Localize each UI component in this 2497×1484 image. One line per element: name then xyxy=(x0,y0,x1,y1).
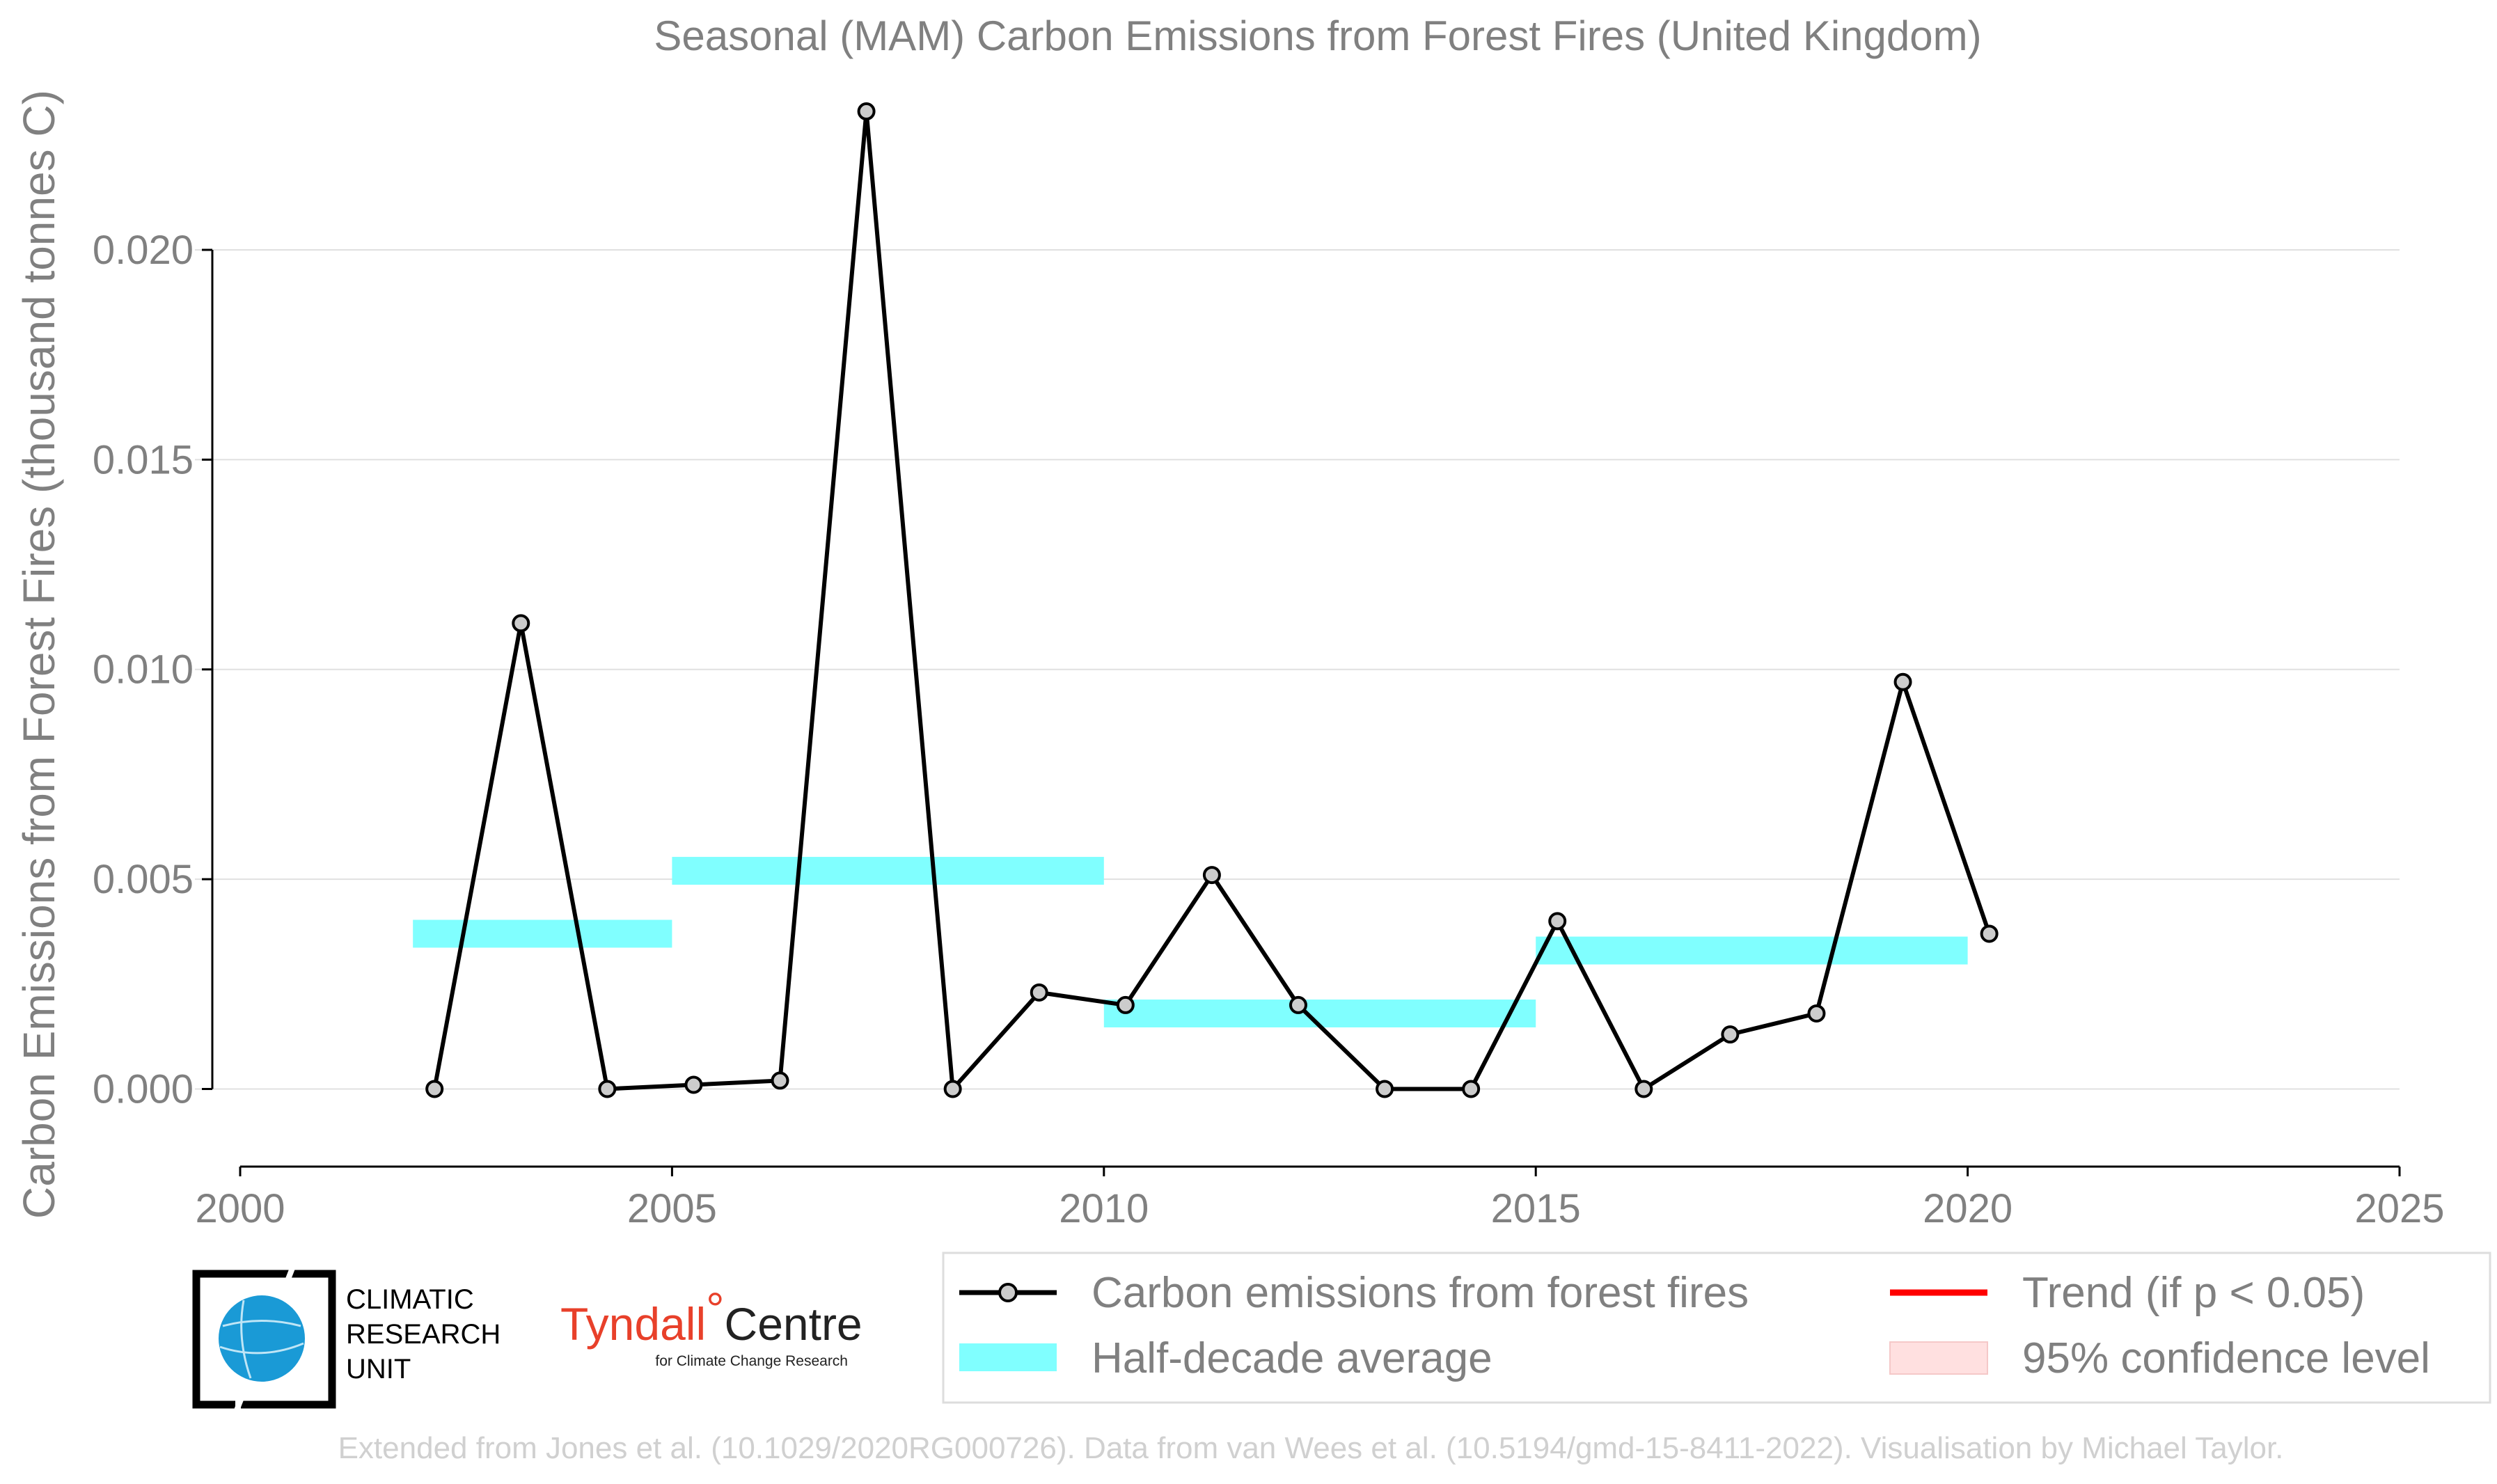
tyndall-wordmark: Tyndall°Centre xyxy=(560,1283,862,1350)
tyndall-logo: Tyndall°Centre for Climate Change Resear… xyxy=(560,1283,862,1369)
x-tick-label-3: 2015 xyxy=(1491,1186,1581,1231)
data-point-12 xyxy=(1462,1080,1481,1098)
data-point-15 xyxy=(1721,1025,1740,1044)
data-point-1 xyxy=(512,614,530,633)
legend-label-emissions: Carbon emissions from forest fires xyxy=(1092,1269,1749,1317)
cru-line-3: UNIT xyxy=(346,1354,411,1384)
data-point-6 xyxy=(943,1080,962,1098)
half-decade-average-bands xyxy=(413,857,1968,1027)
half-decade-band-0 xyxy=(413,919,672,948)
tyndall-subtitle: for Climate Change Research xyxy=(655,1353,848,1369)
data-point-4 xyxy=(771,1071,789,1090)
data-point-17 xyxy=(1893,672,1912,691)
data-point-9 xyxy=(1202,866,1221,885)
y-tick-label-4: 0.020 xyxy=(93,228,194,273)
x-tick-label-1: 2005 xyxy=(627,1186,717,1231)
y-tick-label-0: 0.000 xyxy=(93,1066,194,1112)
legend-label-confidence: 95% confidence level xyxy=(2022,1334,2430,1382)
data-point-13 xyxy=(1548,912,1567,931)
y-tick-label-2: 0.010 xyxy=(93,647,194,693)
y-axis-ticks: 0.000 0.005 0.010 0.015 0.020 xyxy=(93,228,212,1112)
legend-confidence-swatch xyxy=(1889,1341,1988,1375)
y-tick-label-3: 0.015 xyxy=(93,437,194,482)
half-decade-band-3 xyxy=(1536,936,1968,965)
legend-label-trend: Trend (if p < 0.05) xyxy=(2022,1269,2365,1317)
x-tick-label-2: 2010 xyxy=(1059,1186,1149,1231)
data-point-10 xyxy=(1289,995,1307,1014)
data-point-0 xyxy=(425,1080,444,1098)
legend-label-half-decade: Half-decade average xyxy=(1092,1334,1492,1382)
grid-lines xyxy=(195,248,2400,1090)
emissions-series xyxy=(425,102,1999,1098)
half-decade-band-1 xyxy=(672,857,1104,885)
data-point-16 xyxy=(1807,1004,1826,1023)
x-tick-label-0: 2000 xyxy=(195,1186,285,1231)
y-axis-label: Carbon Emissions from Forest Fires (thou… xyxy=(14,90,64,1219)
credit-text: Extended from Jones et al. (10.1029/2020… xyxy=(338,1431,2284,1465)
chart-title: Seasonal (MAM) Carbon Emissions from For… xyxy=(654,13,1981,59)
data-point-8 xyxy=(1116,995,1135,1014)
data-point-11 xyxy=(1376,1080,1394,1098)
x-tick-label-4: 2020 xyxy=(1923,1186,2012,1231)
cru-line-2: RESEARCH xyxy=(346,1319,501,1350)
x-tick-label-5: 2025 xyxy=(2354,1186,2444,1231)
data-point-5 xyxy=(857,102,876,121)
data-point-3 xyxy=(684,1075,703,1094)
globe-icon xyxy=(219,1295,305,1382)
x-axis-ticks: 2000 2005 2010 2015 2020 2025 xyxy=(195,1167,2445,1231)
half-decade-band-2 xyxy=(1103,999,1536,1027)
data-point-2 xyxy=(598,1080,617,1098)
y-tick-label-1: 0.005 xyxy=(93,857,194,902)
cru-logo: CLIMATIC RESEARCH UNIT xyxy=(192,1267,501,1412)
legend-marker-swatch xyxy=(998,1283,1018,1302)
data-point-14 xyxy=(1635,1080,1653,1098)
legend-frame xyxy=(942,1252,2491,1404)
legend: Carbon emissions from forest fires Trend… xyxy=(942,1252,2491,1404)
legend-band-swatch xyxy=(959,1343,1057,1371)
data-point-18 xyxy=(1980,924,1999,943)
data-point-7 xyxy=(1030,983,1048,1002)
cru-line-1: CLIMATIC xyxy=(346,1284,474,1315)
